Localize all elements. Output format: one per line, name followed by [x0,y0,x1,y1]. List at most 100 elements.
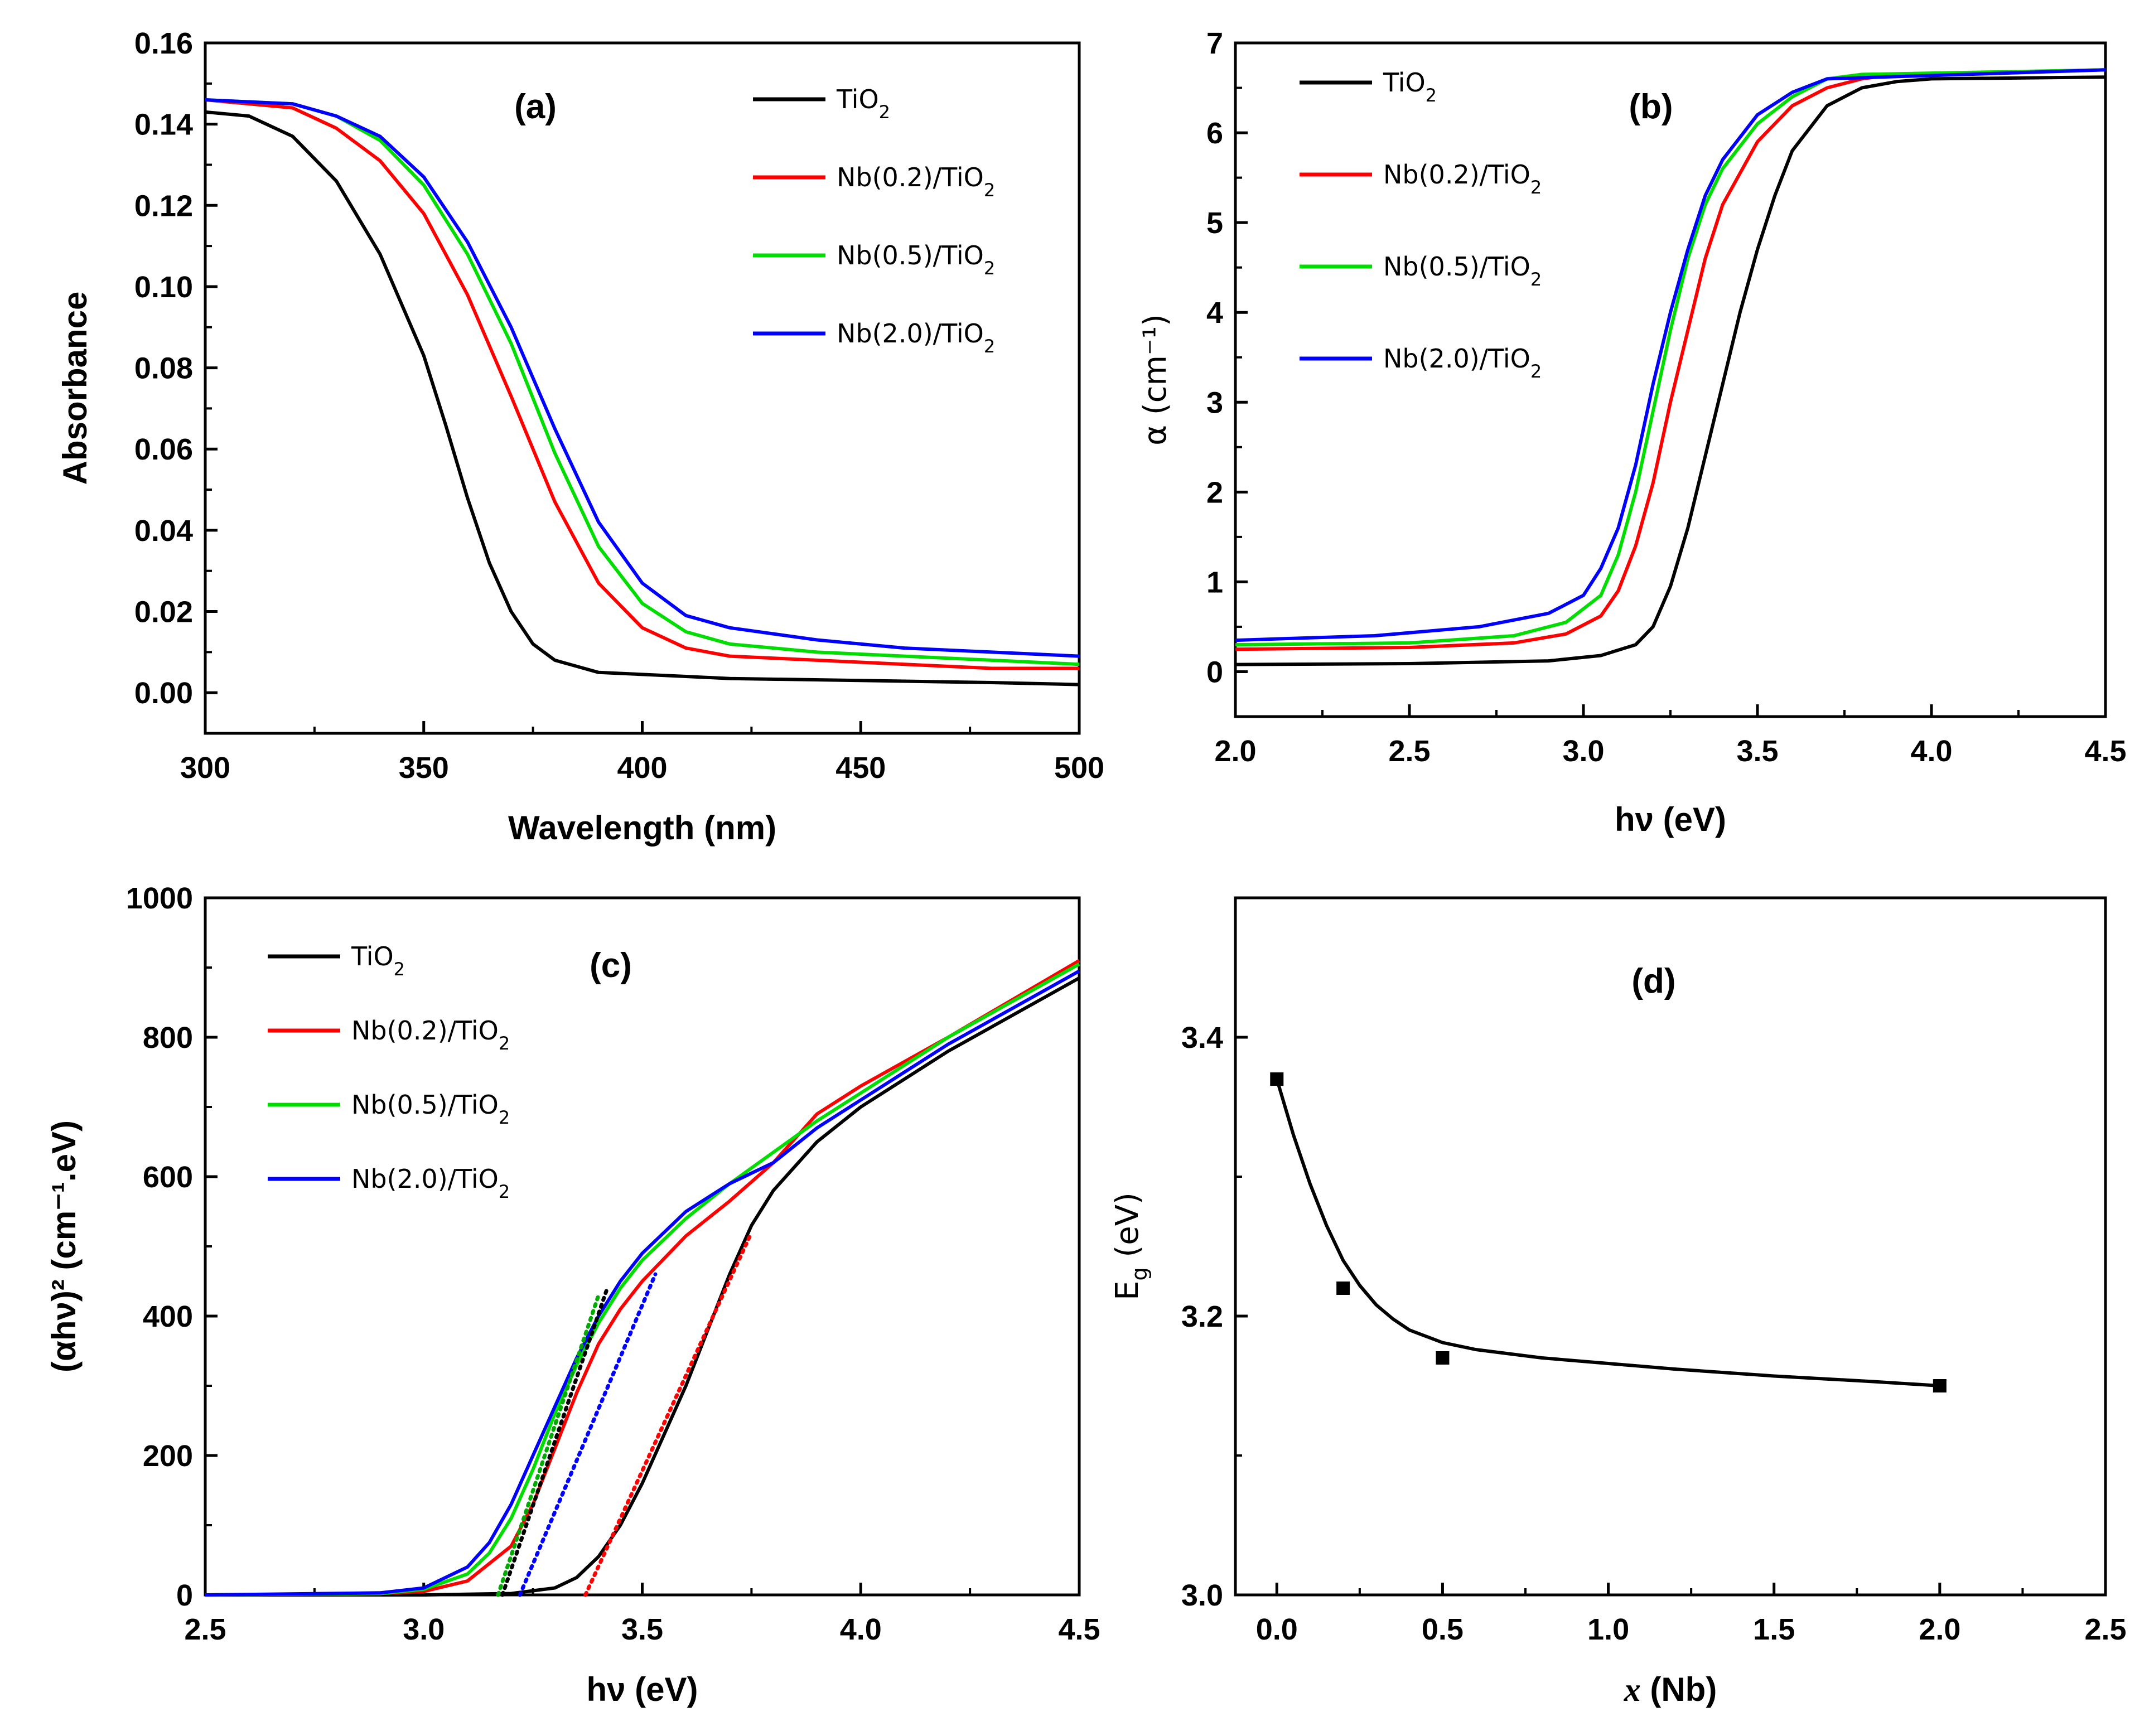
x-tick-label: 4.0 [840,1613,882,1646]
y-tick-label: 2 [1206,476,1223,509]
legend-label: TiO2 [1383,67,1437,106]
series-nb02-line [1235,68,2106,651]
y-tick-label: 3.0 [1181,1579,1223,1612]
y-tick-label: 1000 [126,882,193,915]
x-tick-label: 4.5 [2084,734,2126,768]
legend-label-subscript: 2 [984,258,995,279]
y-tick-label: 0.02 [134,596,193,629]
fit-line-dotted [518,1272,658,1597]
x-tick-label: 2.5 [1388,734,1430,768]
y-axis-title-subscript: g [1127,1267,1152,1280]
legend-label-base: Nb(0.2)/TiO [351,1016,499,1046]
legend-label: Nb(0.5)/TiO2 [837,240,995,279]
legend-label-subscript: 2 [1426,85,1437,106]
y-tick-label: 0.14 [134,108,193,142]
legend-label-subscript: 2 [1530,269,1542,290]
panel-a-absorbance-chart: 300 350 400 450 500 0.00 0.02 0.04 0.06 0.08 0.10 0… [56,27,1104,847]
y-tick-label: 7 [1206,27,1223,60]
y-axis-title: (αhν)² (cm⁻¹.eV) [45,1120,83,1372]
y-tick-label: 0 [1206,655,1223,689]
series-tio2-line [205,976,1080,1597]
x-tick-label: 3.5 [1736,734,1778,768]
series-nb02-line [205,98,1079,670]
legend-label-base: Nb(0.2)/TiO [1383,159,1530,190]
x-tick-label: 2.5 [2084,1613,2126,1646]
plot-frame [204,896,1081,1597]
series-nb20-line [205,969,1080,1597]
plot-frame [204,41,1081,735]
band-gap-data-point [1436,1351,1450,1365]
y-tick-label: 6 [1206,117,1223,150]
series-nb05-line [1235,68,2106,647]
fit-line-dotted [583,1230,754,1597]
y-tick-label: 4 [1206,296,1223,330]
legend-label: TiO2 [836,84,890,123]
y-tick-label: 0.10 [134,270,193,304]
y-tick-label: 0 [176,1579,193,1612]
band-gap-fit-curve [1275,1079,1940,1387]
legend-label: Nb(0.5)/TiO2 [351,1090,510,1128]
legend-label: Nb(0.5)/TiO2 [1383,252,1542,290]
x-axis-title: x (Nb) [1624,1671,1717,1708]
y-axis-title: α (cm⁻¹) [1137,314,1173,446]
y-tick-label: 0.16 [134,27,193,60]
series-nb05-line [205,963,1080,1597]
x-tick-label: 3.0 [403,1613,445,1646]
panel-c-tauc-plot-chart: 2.5 3.0 3.5 4.0 4.502004006008001000TiO2Nb(0… [45,882,1100,1708]
legend-label-base: Nb(2.0)/TiO [1383,344,1530,374]
y-tick-label: 0.12 [134,189,193,223]
legend-label: Nb(2.0)/TiO2 [837,318,995,357]
x-tick-label: 0.0 [1256,1613,1298,1646]
legend-label-subscript: 2 [499,1033,510,1054]
x-axis-title: Wavelength (nm) [508,809,776,847]
plot-frame [1234,41,2107,718]
y-tick-label: 3.4 [1181,1021,1223,1055]
y-tick-label: 800 [143,1021,193,1055]
band-gap-data-point [1933,1379,1947,1392]
x-tick-label: 3.5 [621,1613,663,1646]
y-axis-title: Absorbance [56,292,94,485]
x-tick-label: 2.0 [1214,734,1256,768]
y-tick-label: 3 [1206,386,1223,419]
legend-label-base: TiO [1383,67,1426,98]
legend-label-base: TiO [351,941,394,971]
x-tick-label: 4.5 [1058,1613,1100,1646]
fit-line-dotted [496,1293,601,1597]
legend-label: Nb(0.2)/TiO2 [351,1016,510,1054]
panel-label: (d) [1631,962,1675,1000]
x-axis-title: hν (eV) [1615,801,1726,838]
legend-label-subscript: 2 [984,336,995,357]
panel-label: (c) [590,946,632,985]
legend-label: Nb(0.2)/TiO2 [1383,159,1542,198]
legend-label-subscript: 2 [394,959,405,980]
legend-label: Nb(2.0)/TiO2 [1383,344,1542,382]
y-axis-title: Eg (eV) [1109,1192,1152,1300]
legend-label-base: Nb(0.5)/TiO [1383,252,1530,282]
legend-label-base: Nb(0.5)/TiO [351,1090,499,1120]
legend-label: TiO2 [351,941,405,980]
legend-label-base: Nb(0.2)/TiO [837,162,984,192]
x-tick-label: 1.5 [1753,1613,1795,1646]
x-axis-title-variable: x [1624,1671,1641,1708]
x-axis-title-unit: (Nb) [1641,1671,1717,1708]
series-nb02-line [205,959,1080,1597]
y-tick-label: 5 [1206,206,1223,240]
legend-label: Nb(0.2)/TiO2 [837,162,995,201]
x-tick-label: 0.5 [1422,1613,1464,1646]
y-tick-label: 0.00 [134,676,193,710]
y-tick-label: 3.2 [1181,1300,1223,1333]
panel-d-band-gap-chart: 0.0 0.5 1.0 1.5 2.0 2.5 3.0 3.2 3.4 (d) x (Nb) Eg (… [1109,896,2127,1708]
x-tick-label: 4.0 [1910,734,1952,768]
y-tick-label: 600 [143,1160,193,1194]
legend-label: Nb(2.0)/TiO2 [351,1164,510,1202]
panel-label: (a) [514,88,557,126]
x-tick-label: 400 [617,751,667,785]
plot-frame [1234,896,2107,1597]
legend-label-subscript: 2 [1530,177,1542,198]
y-axis-title-symbol: E [1109,1281,1146,1300]
series-nb05-line [205,98,1080,666]
legend-label-base: Nb(2.0)/TiO [351,1164,499,1194]
series-tio2-line [1235,75,2106,666]
legend-label-base: Nb(0.5)/TiO [837,240,984,270]
